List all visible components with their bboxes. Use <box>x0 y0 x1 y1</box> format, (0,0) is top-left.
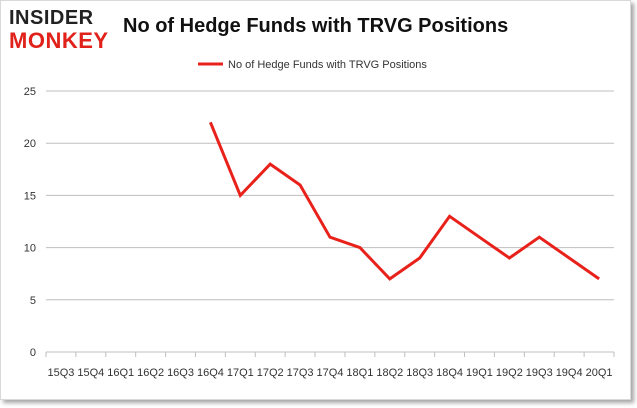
x-tick-label: 16Q4 <box>197 367 224 379</box>
x-tick-label: 17Q1 <box>227 367 254 379</box>
y-tick-label: 5 <box>30 295 36 307</box>
chart-title: No of Hedge Funds with TRVG Positions <box>123 15 509 37</box>
x-tick-label: 19Q2 <box>496 367 523 379</box>
x-tick-label: 16Q1 <box>107 367 134 379</box>
x-tick-label: 15Q4 <box>77 367 104 379</box>
x-tick-label: 17Q2 <box>257 367 284 379</box>
y-tick-label: 15 <box>24 190 36 202</box>
series-line <box>209 121 600 281</box>
x-tick-label: 19Q3 <box>526 367 553 379</box>
x-tick-label: 16Q3 <box>167 367 194 379</box>
legend-label: No of Hedge Funds with TRVG Positions <box>228 59 427 71</box>
x-tick-label: 15Q3 <box>47 367 74 379</box>
x-tick-label: 16Q2 <box>137 367 164 379</box>
x-tick-label: 17Q3 <box>287 367 314 379</box>
chart-frame: INSIDER MONKEY No of Hedge Funds with TR… <box>0 0 631 400</box>
y-tick-label: 20 <box>24 138 36 150</box>
y-tick-label: 25 <box>24 86 36 98</box>
x-tick-label: 18Q1 <box>346 367 373 379</box>
x-tick-label: 19Q1 <box>466 367 493 379</box>
x-tick-label: 18Q3 <box>406 367 433 379</box>
y-tick-label: 10 <box>24 243 36 255</box>
x-tick-label: 17Q4 <box>317 367 344 379</box>
x-tick-label: 18Q4 <box>436 367 463 379</box>
logo-text-monkey: MONKEY <box>9 28 109 53</box>
y-tick-label: 0 <box>30 347 36 359</box>
x-tick-label: 20Q1 <box>586 367 613 379</box>
logo-text-insider: INSIDER <box>9 7 94 29</box>
x-tick-label: 19Q4 <box>556 367 583 379</box>
x-tick-label: 18Q2 <box>376 367 403 379</box>
insider-monkey-logo: INSIDER MONKEY <box>9 7 119 55</box>
